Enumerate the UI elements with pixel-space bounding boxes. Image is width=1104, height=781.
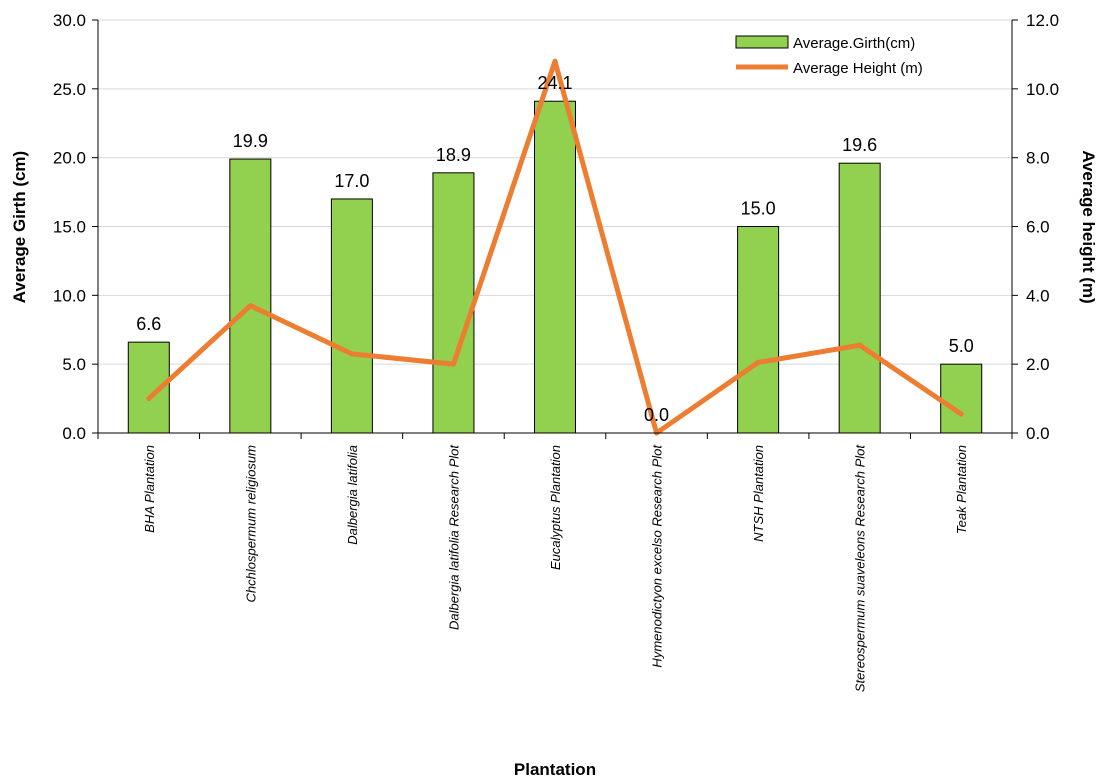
height-point [247,303,253,309]
y2-tick-label: 4.0 [1026,286,1050,305]
height-point [755,359,761,365]
category-label: Hymenodictyon excelso Research Plot [650,444,665,668]
legend-swatch-girth [735,35,789,49]
left-axis-ticks: 0.0 5.0 10.0 15.0 20.0 25.0 30.0 [53,11,98,443]
category-label: NTSH Plantation [751,445,766,542]
y-tick-label: 25.0 [53,80,86,99]
height-line [146,58,964,436]
bar-data-label: 18.9 [436,145,471,165]
bar-data-labels: 6.6 19.9 17.0 18.9 24.1 0.0 15.0 19.6 5.0 [136,73,973,425]
bar-data-label: 5.0 [949,336,974,356]
y2-tick-label: 0.0 [1026,424,1050,443]
height-point [450,361,456,367]
y2-axis-title: Average height (m) [1079,150,1098,303]
bar-data-label: 6.6 [136,314,161,334]
category-label: Dalbergia latifolia [345,445,360,545]
legend-label-girth: Average.Girth(cm) [793,35,915,52]
right-axis-ticks: 0.0 2.0 4.0 6.0 8.0 10.0 12.0 [1012,11,1059,443]
category-label: Chchlospermum religiosum [243,445,258,603]
x-axis-title: Plantation [514,760,596,779]
y2-tick-label: 8.0 [1026,149,1050,168]
y2-tick-label: 2.0 [1026,355,1050,374]
bar-data-label: 15.0 [741,199,776,219]
girth-bar [229,158,272,434]
y-tick-label: 20.0 [53,149,86,168]
girth-bar [940,363,983,434]
bar-data-label: 19.6 [842,135,877,155]
y2-tick-label: 10.0 [1026,80,1059,99]
height-point [349,351,355,357]
y-tick-label: 5.0 [62,355,86,374]
y-tick-label: 15.0 [53,218,86,237]
category-label: Teak Plantation [954,445,969,534]
girth-bar [534,100,576,434]
height-point [857,342,863,348]
girth-bar [838,162,881,434]
height-point [146,396,152,402]
category-label: Stereospermum suaveleons Research Plot [853,444,868,693]
bar-data-label: 0.0 [644,405,669,425]
y-tick-label: 30.0 [53,11,86,30]
y2-tick-label: 6.0 [1026,218,1050,237]
legend-label-height: Average Height (m) [793,60,923,77]
y-axis-title: Average Girth (cm) [10,151,29,303]
girth-bar [330,198,373,434]
category-label: Eucalyptus Plantation [548,445,563,570]
category-label: BHA Plantation [142,445,157,533]
bar-data-label: 17.0 [334,171,369,191]
girth-bars [127,100,983,434]
height-point [552,58,558,64]
category-label: Dalbergia latifolia Research Plot [446,444,461,630]
bar-data-label: 19.9 [233,131,268,151]
legend: Average.Girth(cm) Average Height (m) [735,35,923,77]
girth-bar [432,172,475,434]
y-tick-label: 0.0 [62,424,86,443]
bar-data-label: 24.1 [537,73,572,93]
y2-tick-label: 12.0 [1026,11,1059,30]
girth-bar [737,226,780,434]
height-point [958,411,964,417]
category-labels: BHA Plantation Chchlospermum religiosum Da… [142,444,969,693]
y-tick-label: 10.0 [53,286,86,305]
